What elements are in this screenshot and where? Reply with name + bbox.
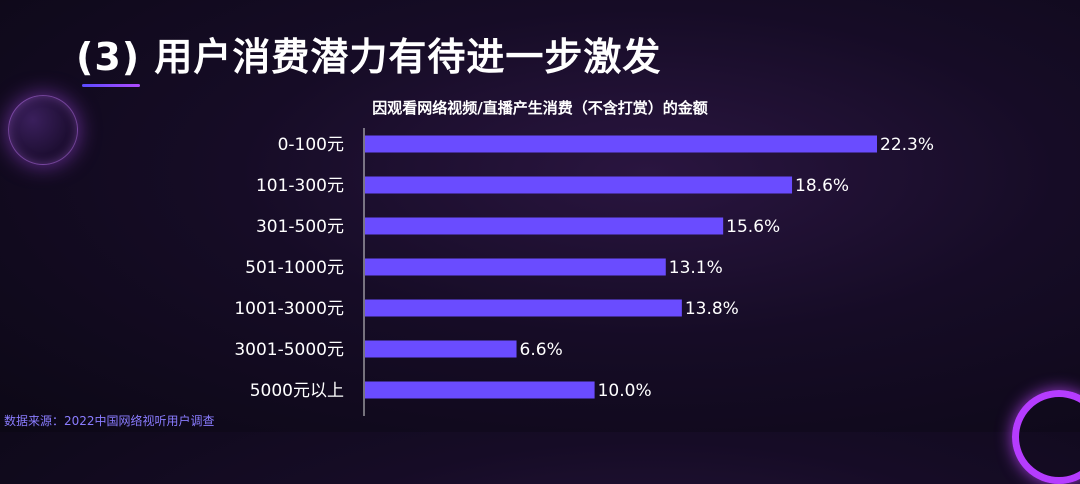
value-label: 13.8%: [685, 299, 739, 319]
title-underline: [82, 84, 140, 87]
category-label: 0-100元: [278, 135, 344, 155]
bar: [365, 258, 666, 276]
category-label: 101-300元: [256, 176, 344, 196]
value-label: 18.6%: [795, 176, 849, 196]
value-label: 10.0%: [598, 381, 652, 401]
bar: [365, 340, 517, 358]
category-label: 3001-5000元: [234, 340, 344, 360]
source-note: 数据来源：2022中国网络视听用户调查: [4, 414, 215, 428]
value-label: 13.1%: [669, 258, 723, 278]
value-label: 15.6%: [726, 217, 780, 237]
bar-chart: 0-100元 22.3% 101-300元 18.6% 301-500元 15.6% 501…: [234, 128, 934, 416]
decorative-orb: [8, 95, 78, 165]
chart-title: 因观看网络视频/直播产生消费（不含打赏）的金额: [372, 99, 708, 117]
page-title: (3) 用户消费潜力有待进一步激发: [76, 35, 662, 79]
bar: [365, 217, 724, 235]
category-label: 501-1000元: [245, 258, 344, 278]
value-label: 22.3%: [880, 135, 934, 155]
category-label: 5000元以上: [250, 381, 344, 401]
category-label: 301-500元: [256, 217, 344, 237]
bar: [365, 135, 877, 153]
bar: [365, 176, 793, 194]
bar: [365, 299, 682, 317]
bar: [365, 381, 595, 399]
value-label: 6.6%: [520, 340, 563, 360]
category-label: 1001-3000元: [234, 299, 344, 319]
